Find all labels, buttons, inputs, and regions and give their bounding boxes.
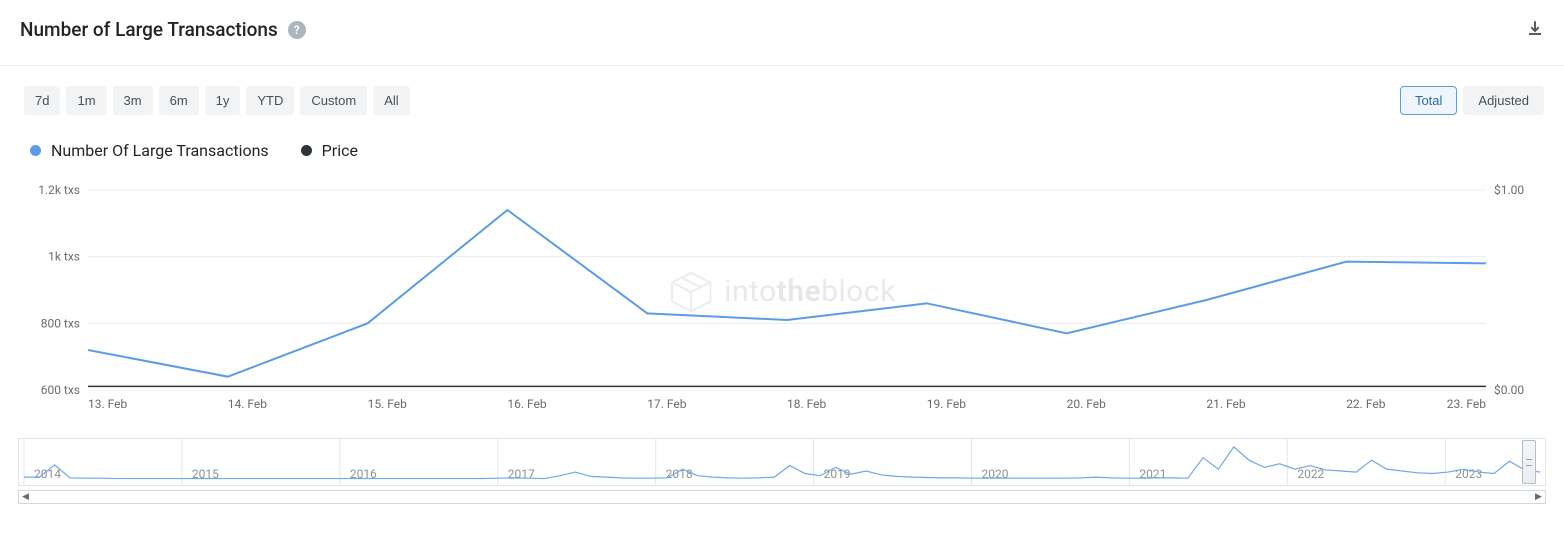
svg-text:1k txs: 1k txs xyxy=(48,250,80,264)
svg-text:2023: 2023 xyxy=(1455,467,1482,481)
legend-item-transactions[interactable]: Number Of Large Transactions xyxy=(30,141,269,160)
svg-text:13. Feb: 13. Feb xyxy=(88,397,128,411)
svg-text:15. Feb: 15. Feb xyxy=(368,397,408,411)
svg-text:$1.00: $1.00 xyxy=(1494,183,1524,197)
svg-text:21. Feb: 21. Feb xyxy=(1206,397,1246,411)
svg-text:800 txs: 800 txs xyxy=(41,316,80,330)
svg-text:2014: 2014 xyxy=(34,467,61,481)
time-range-group: 7d1m3m6m1yYTDCustomAll xyxy=(24,86,410,115)
svg-text:2018: 2018 xyxy=(666,467,693,481)
svg-text:1.2k txs: 1.2k txs xyxy=(38,183,80,197)
svg-text:14. Feb: 14. Feb xyxy=(228,397,268,411)
svg-text:23. Feb: 23. Feb xyxy=(1447,397,1487,411)
range-3m[interactable]: 3m xyxy=(113,86,153,115)
title-wrap: Number of Large Transactions ? xyxy=(20,18,306,41)
page-title: Number of Large Transactions xyxy=(20,18,278,41)
svg-text:19. Feb: 19. Feb xyxy=(927,397,967,411)
help-icon[interactable]: ? xyxy=(288,21,306,39)
legend-dot-icon xyxy=(30,145,41,156)
controls-row: 7d1m3m6m1yYTDCustomAll TotalAdjusted xyxy=(0,66,1564,115)
svg-text:2019: 2019 xyxy=(824,467,851,481)
svg-text:16. Feb: 16. Feb xyxy=(507,397,547,411)
scroll-left-icon[interactable]: ◀ xyxy=(20,492,31,502)
range-6m[interactable]: 6m xyxy=(159,86,199,115)
chart-svg[interactable]: 600 txs 800 txs 1k txs 1.2k txs $0.00 $1.00 13… xyxy=(18,180,1546,420)
chart-header: Number of Large Transactions ? xyxy=(0,0,1564,66)
range-7d[interactable]: 7d xyxy=(24,86,60,115)
svg-text:22. Feb: 22. Feb xyxy=(1346,397,1386,411)
svg-text:600 txs: 600 txs xyxy=(41,383,80,397)
svg-text:18. Feb: 18. Feb xyxy=(787,397,827,411)
svg-text:17. Feb: 17. Feb xyxy=(647,397,687,411)
range-1y[interactable]: 1y xyxy=(205,86,241,115)
legend-dot-icon xyxy=(301,145,312,156)
svg-text:2022: 2022 xyxy=(1297,467,1324,481)
svg-text:$0.00: $0.00 xyxy=(1494,383,1524,397)
svg-text:2020: 2020 xyxy=(982,467,1009,481)
legend: Number Of Large Transactions Price xyxy=(0,115,1564,170)
navigator-svg[interactable]: 2014201520162017201820192020202120222023 xyxy=(18,438,1546,486)
download-icon[interactable] xyxy=(1526,19,1544,41)
range-1m[interactable]: 1m xyxy=(66,86,106,115)
main-chart: 600 txs 800 txs 1k txs 1.2k txs $0.00 $1.00 13… xyxy=(0,170,1564,424)
mode-total[interactable]: Total xyxy=(1400,86,1457,115)
range-custom[interactable]: Custom xyxy=(300,86,367,115)
range-ytd[interactable]: YTD xyxy=(246,86,294,115)
navigator-handle[interactable] xyxy=(1522,440,1536,484)
navigator-scrollbar[interactable]: ◀ ▶ xyxy=(18,490,1546,504)
mode-adjusted[interactable]: Adjusted xyxy=(1463,86,1544,115)
legend-label: Number Of Large Transactions xyxy=(51,141,269,160)
svg-text:20. Feb: 20. Feb xyxy=(1067,397,1107,411)
view-mode-group: TotalAdjusted xyxy=(1400,86,1544,115)
range-all[interactable]: All xyxy=(373,86,409,115)
legend-item-price[interactable]: Price xyxy=(301,141,358,160)
svg-text:2021: 2021 xyxy=(1139,467,1166,481)
range-navigator[interactable]: 2014201520162017201820192020202120222023… xyxy=(18,438,1546,504)
legend-label: Price xyxy=(322,141,358,160)
svg-text:2017: 2017 xyxy=(508,467,535,481)
scroll-right-icon[interactable]: ▶ xyxy=(1533,492,1544,502)
